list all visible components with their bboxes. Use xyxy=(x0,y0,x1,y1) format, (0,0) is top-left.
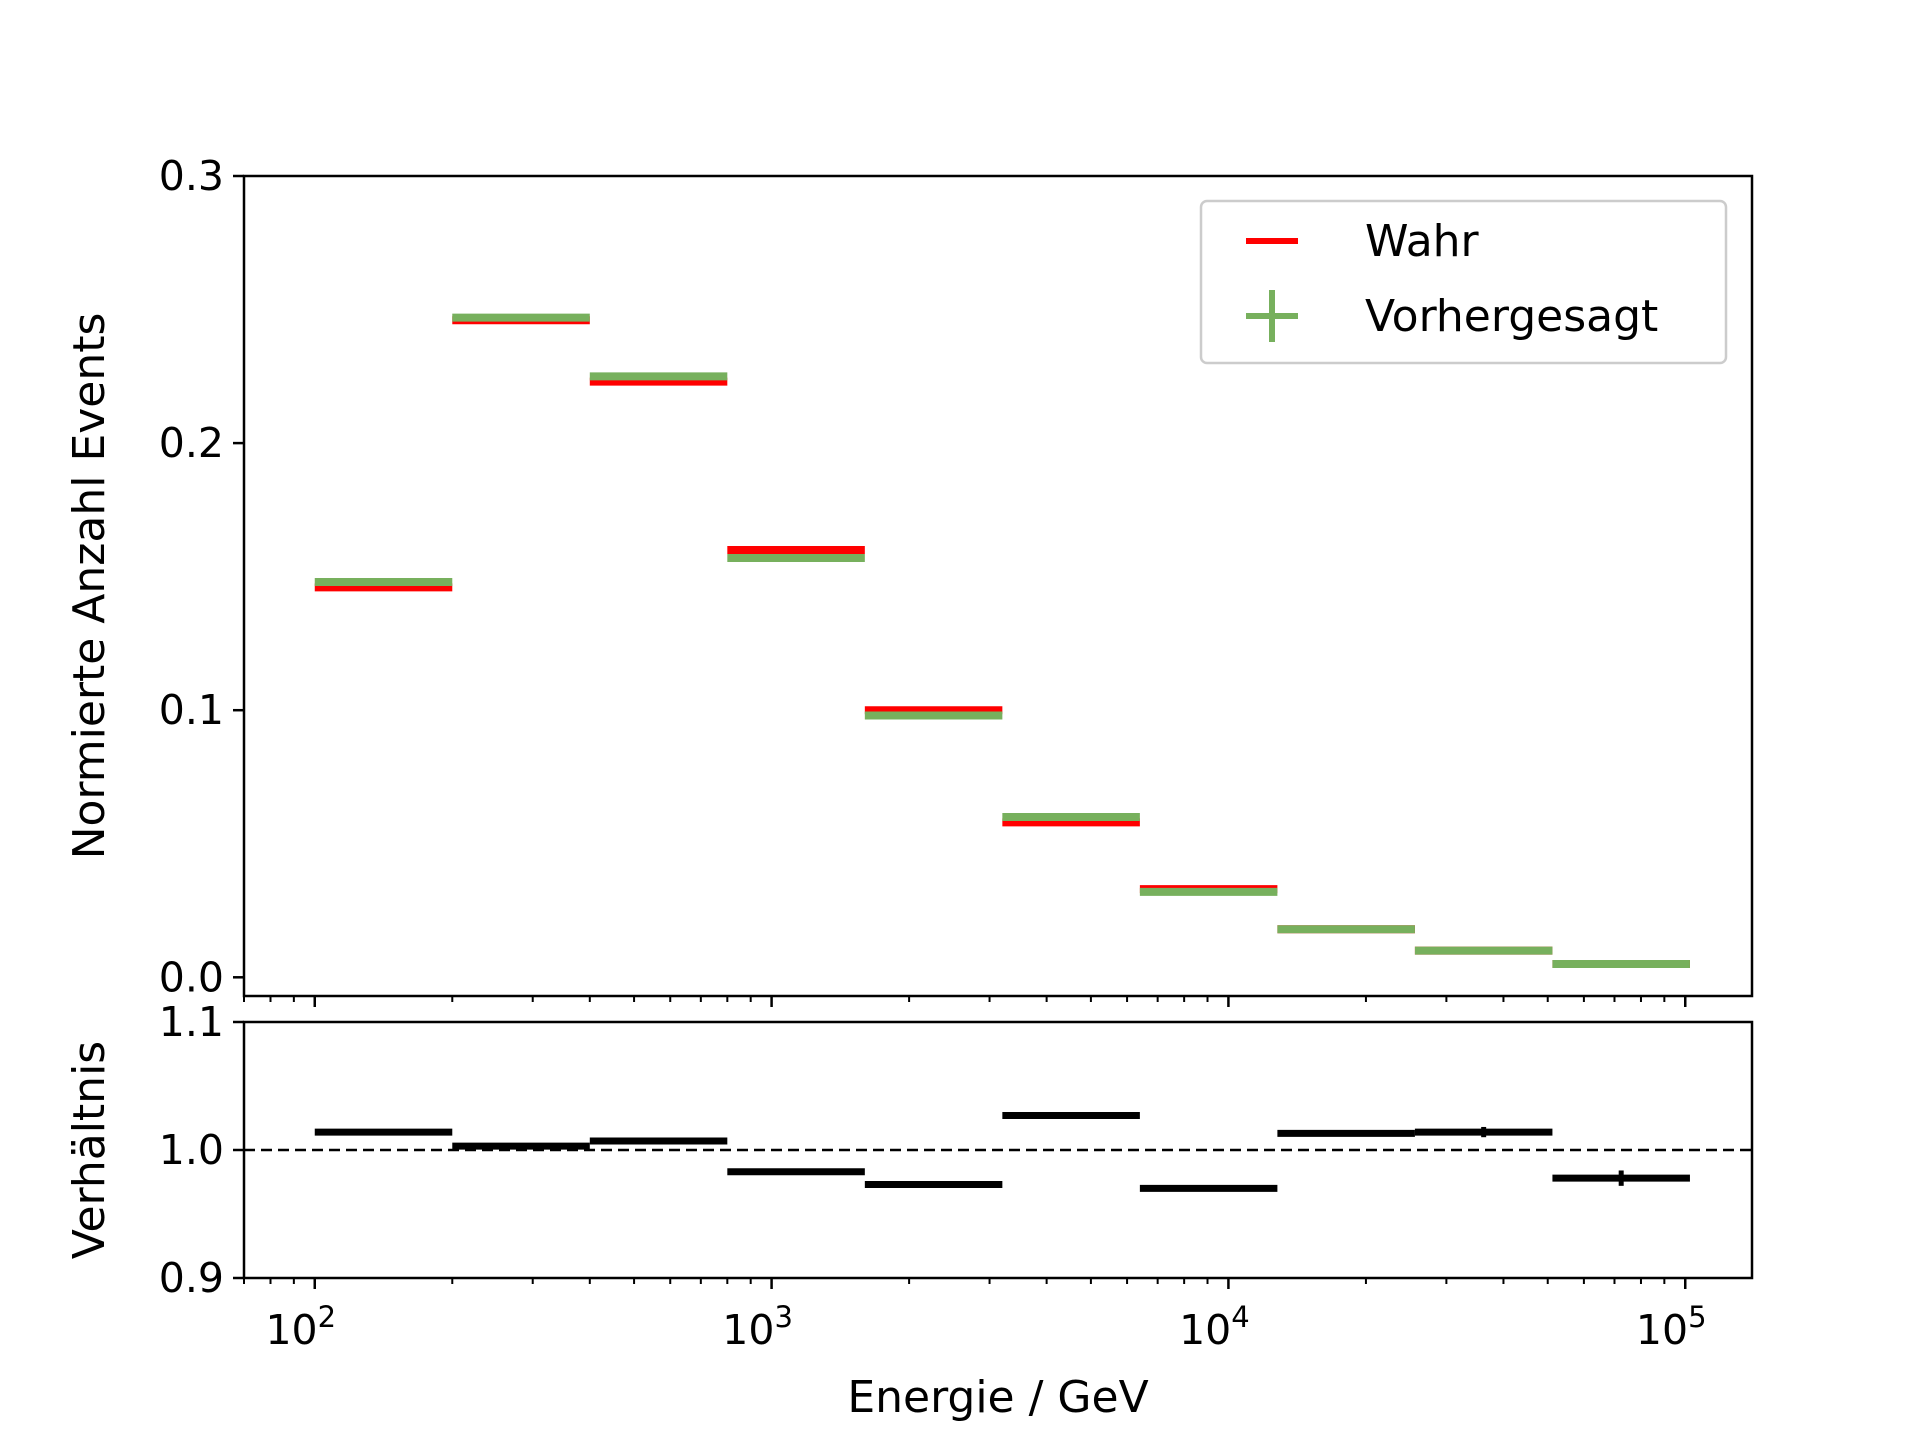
legend-frame xyxy=(1199,199,1728,365)
main-y-axis-label: Normierte Anzahl Events xyxy=(64,313,115,860)
legend-label-vorhergesagt: Vorhergesagt xyxy=(1365,291,1658,342)
ratio-x-tick-label-0: 102 xyxy=(265,1300,336,1354)
main-x-ticks xyxy=(243,996,1687,1007)
main-y-tick-label-2: 0.2 xyxy=(159,419,224,467)
ratio-x-tick-label-3: 105 xyxy=(1636,1300,1707,1354)
legend: Wahr Vorhergesagt xyxy=(1199,199,1728,365)
ratio-series-marks xyxy=(314,1111,1690,1192)
ratio-y-tick-label-2: 1.1 xyxy=(159,998,224,1046)
main-y-tick-label-0: 0.0 xyxy=(159,953,224,1001)
ratio-y-ticks: 0.9 1.0 1.1 xyxy=(159,998,244,1302)
ratio-x-ticks: 102 103 104 105 xyxy=(243,1278,1707,1354)
ratio-y-tick-label-0: 0.9 xyxy=(159,1254,224,1302)
main-axes-frame xyxy=(242,174,1754,998)
main-y-ticks: 0.0 0.1 0.2 0.3 xyxy=(159,152,244,1001)
ratio-panel: 0.9 1.0 1.1 102 103 104 105 Verhältnis Energi… xyxy=(64,998,1754,1423)
ratio-y-axis-label: Verhältnis xyxy=(64,1041,115,1259)
main-panel: 0.0 0.1 0.2 0.3 Normierte Anzahl Events Wah… xyxy=(64,152,1754,1007)
ratio-x-tick-label-1: 103 xyxy=(722,1300,793,1354)
x-axis-label: Energie / GeV xyxy=(847,1372,1148,1423)
legend-label-wahr: Wahr xyxy=(1365,216,1480,267)
main-y-tick-label-3: 0.3 xyxy=(159,152,224,200)
main-series-marks xyxy=(314,313,1690,968)
ratio-x-tick-label-2: 104 xyxy=(1179,1300,1250,1354)
main-y-tick-label-1: 0.1 xyxy=(159,686,224,734)
ratio-y-tick-label-1: 1.0 xyxy=(159,1126,224,1174)
